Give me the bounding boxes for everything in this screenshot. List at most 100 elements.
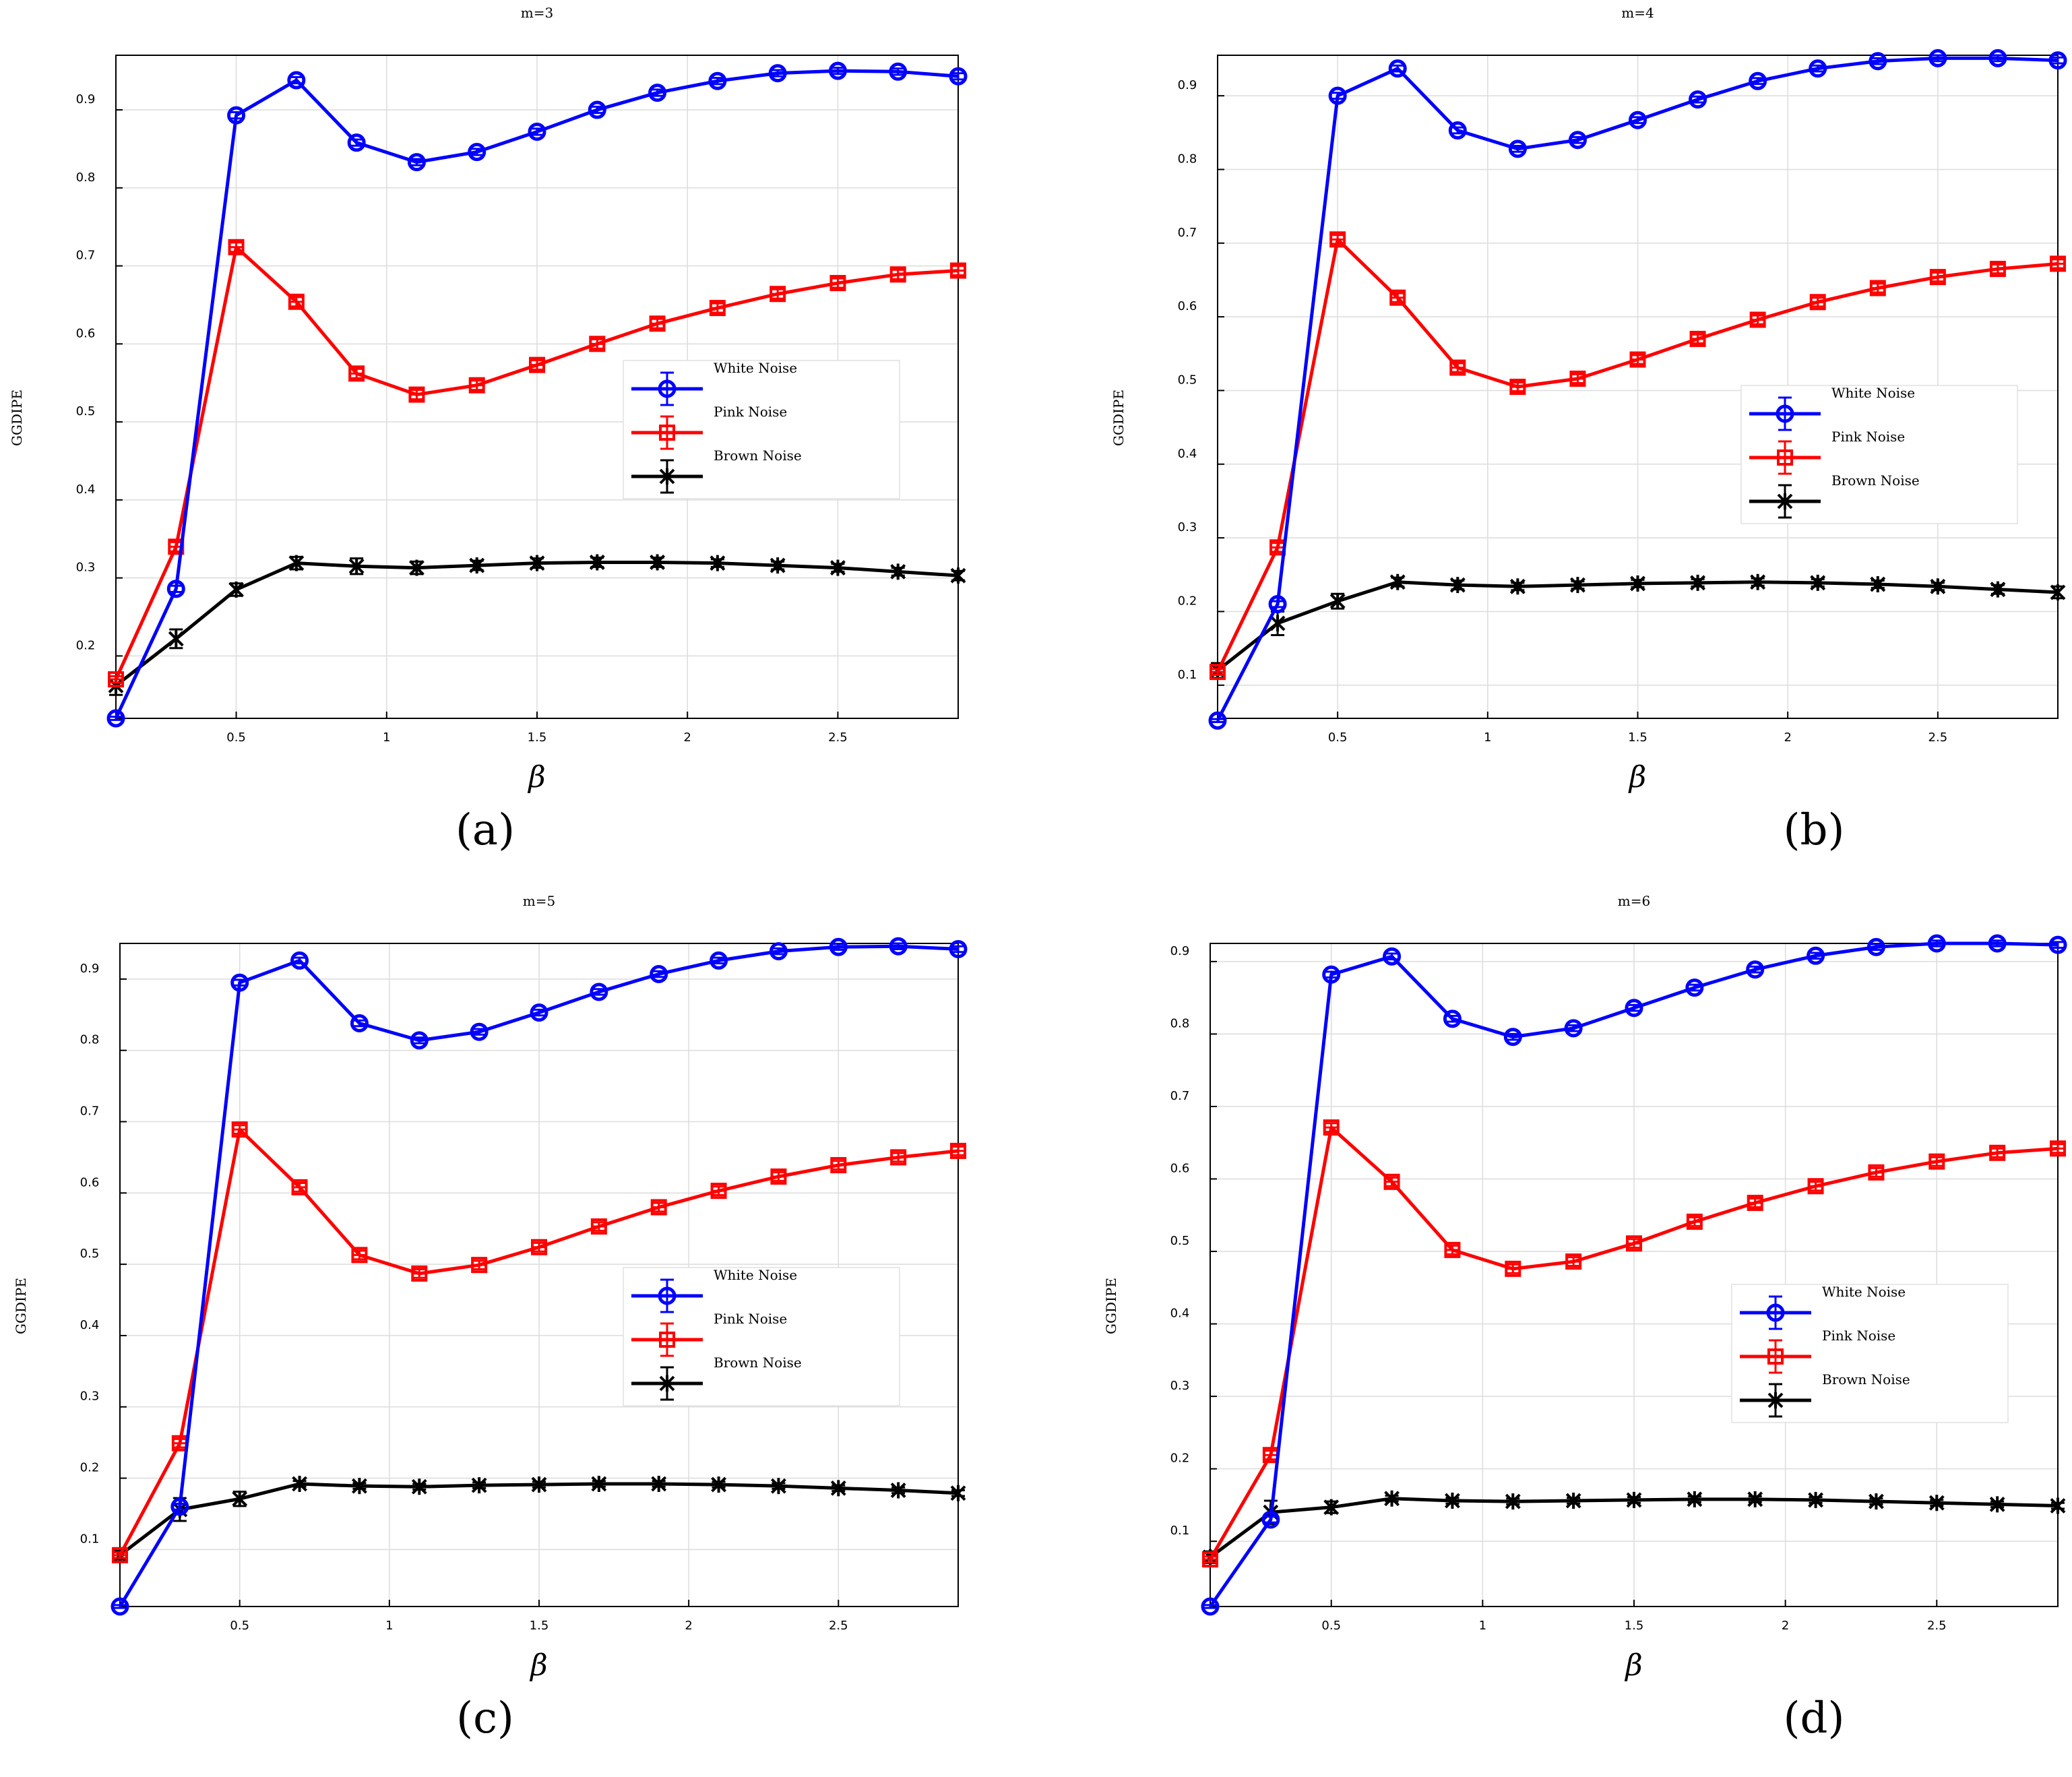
- error-bar: [113, 1604, 127, 1609]
- data-point-pink: [1389, 289, 1406, 306]
- data-point-brown: [1690, 574, 1705, 591]
- y-tick-label: 0.3: [80, 1390, 100, 1404]
- panel-label-c: (c): [456, 1693, 514, 1743]
- data-point-brown: [1870, 576, 1886, 593]
- y-axis-label: GGDIPE: [1110, 389, 1127, 446]
- y-tick-label: 0.2: [76, 638, 96, 652]
- data-point-brown: [1808, 1491, 1823, 1508]
- chart-panel-a: 0.5 1 1.5 2 2.5 0.2 0.3 0.4 0.5 0.6 0.7 0.8 0.9 m=3 β G…: [0, 0, 1036, 888]
- data-point-brown: [411, 1478, 427, 1495]
- data-point-brown: [890, 1482, 906, 1499]
- data-point-pink: [1569, 370, 1586, 387]
- data-point-pink: [709, 300, 726, 317]
- y-tick-label: 0.5: [80, 1247, 100, 1261]
- data-point-white: [1564, 1019, 1583, 1038]
- data-point-pink: [1629, 351, 1646, 368]
- error-bar: [1263, 1516, 1278, 1524]
- x-tick-label: 1.5: [530, 1619, 549, 1633]
- error-bar: [771, 69, 785, 77]
- legend-label-brown: Brown Noise: [714, 1354, 802, 1371]
- legend-swatch-pink: [631, 415, 703, 450]
- data-point-white: [287, 71, 306, 90]
- x-tick-label: 2: [683, 730, 691, 745]
- data-point-brown: [471, 1477, 487, 1494]
- legend-label-white: White Noise: [714, 360, 797, 376]
- data-point-white: [588, 100, 606, 119]
- y-tick-label: 0.1: [1178, 668, 1197, 682]
- data-point-pink: [1210, 664, 1226, 681]
- data-point-pink: [1329, 231, 1346, 248]
- data-point-pink: [351, 1247, 368, 1264]
- data-point-brown: [589, 554, 605, 571]
- data-point-pink: [468, 377, 485, 394]
- data-point-pink: [1565, 1253, 1582, 1270]
- data-point-pink: [231, 1121, 248, 1138]
- y-tick-label: 0.9: [76, 92, 96, 106]
- data-point-brown: [830, 559, 846, 576]
- data-point-pink: [531, 1239, 547, 1255]
- data-point-brown: [348, 558, 365, 575]
- data-point-pink: [411, 1265, 428, 1282]
- y-tick-label: 0.6: [80, 1175, 100, 1189]
- data-point-brown: [1449, 577, 1466, 594]
- data-point-white: [1866, 937, 1885, 956]
- data-point-pink: [1686, 1213, 1703, 1230]
- y-tick-label: 0.4: [76, 482, 96, 497]
- error-bar: [412, 1036, 427, 1045]
- error-bar: [1385, 952, 1399, 961]
- data-point-pink: [1807, 1178, 1824, 1195]
- data-point-brown: [1570, 577, 1586, 594]
- x-tick-label: 1: [383, 730, 390, 745]
- data-point-white: [828, 61, 847, 80]
- y-tick-label: 0.2: [80, 1461, 100, 1475]
- data-point-brown: [890, 563, 906, 580]
- x-tick-label: 0.5: [230, 1619, 249, 1633]
- error-bar: [1811, 64, 1825, 73]
- data-point-brown: [650, 554, 665, 571]
- data-point-brown: [710, 555, 726, 571]
- legend-marker-pink: [659, 1332, 675, 1348]
- data-point-brown: [531, 1476, 547, 1493]
- error-bar: [1631, 116, 1645, 125]
- x-tick-label: 0.5: [1321, 1619, 1341, 1633]
- error-bar: [1211, 718, 1224, 723]
- legend-label-white: White Noise: [1831, 385, 1915, 401]
- error-bar: [772, 947, 786, 956]
- x-axis-label: β: [527, 760, 545, 794]
- data-point-brown: [950, 1485, 966, 1501]
- data-point-brown: [830, 1480, 846, 1497]
- data-point-white: [347, 133, 366, 152]
- error-bar: [1271, 600, 1285, 609]
- x-tick-label: 2.5: [1927, 1619, 1947, 1633]
- grid-lines: [1210, 943, 2058, 1607]
- data-point-pink: [1989, 1144, 2006, 1161]
- data-point-pink: [1928, 1153, 1945, 1170]
- y-tick-label: 0.9: [80, 962, 100, 976]
- y-tick-label: 0.3: [76, 561, 96, 575]
- data-point-white: [1809, 59, 1827, 78]
- y-tick-label: 0.6: [1178, 299, 1197, 313]
- legend-marker-brown: [1777, 493, 1793, 509]
- y-tick-label: 0.1: [1170, 1524, 1190, 1538]
- data-point-pink: [889, 266, 906, 283]
- y-tick-label: 0.9: [1178, 78, 1197, 92]
- error-bar: [1869, 943, 1883, 952]
- data-point-white: [1928, 49, 1947, 67]
- data-point-brown: [1930, 578, 1946, 595]
- data-point-white: [407, 153, 426, 172]
- data-point-white: [889, 937, 908, 956]
- data-point-pink: [408, 386, 425, 403]
- data-point-brown: [711, 1476, 726, 1493]
- data-point-brown: [2050, 1497, 2066, 1514]
- data-point-white: [1448, 121, 1467, 140]
- data-point-brown: [1928, 1495, 1945, 1511]
- error-bar: [951, 72, 965, 81]
- x-tick-label: 1.5: [1625, 1619, 1644, 1633]
- y-axis-label: GGDIPE: [9, 389, 25, 446]
- error-bar: [1990, 54, 2005, 63]
- data-point-white: [829, 937, 848, 956]
- data-point-pink: [108, 671, 124, 688]
- data-point-pink: [770, 1168, 787, 1185]
- data-point-brown: [352, 1478, 367, 1495]
- y-tick-label: 0.5: [1178, 373, 1197, 387]
